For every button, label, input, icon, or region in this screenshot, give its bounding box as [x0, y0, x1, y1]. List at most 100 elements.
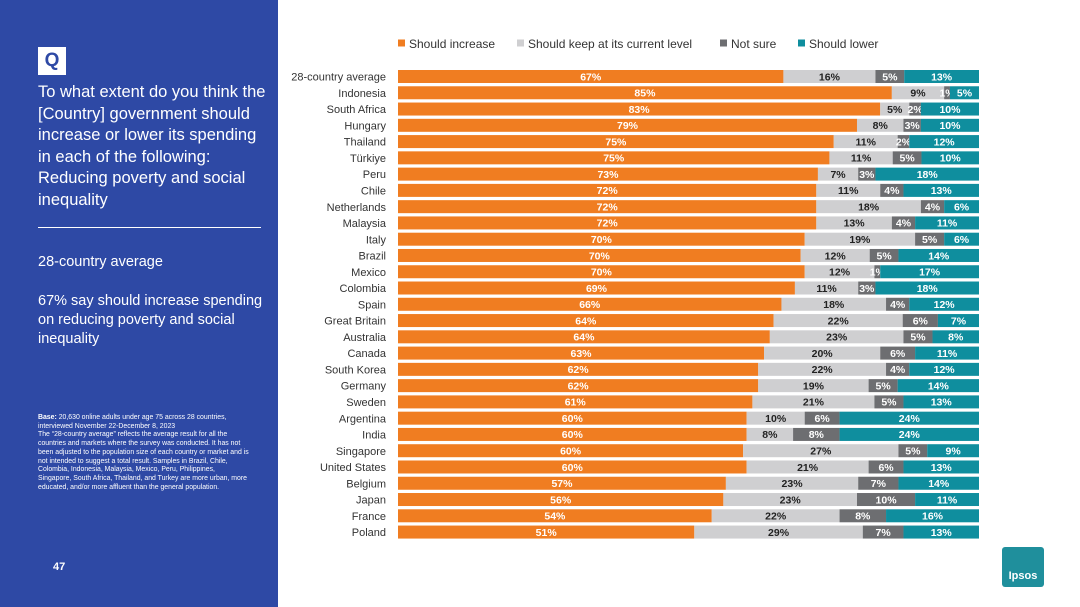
data-label-should-keep-at-its-current-level: 11%: [838, 185, 859, 197]
category-label: Canada: [347, 348, 386, 360]
data-label-not-sure: 3%: [859, 169, 875, 181]
bar-should-lower: [932, 330, 979, 344]
bar-not-sure: [880, 183, 904, 197]
data-label-should-increase: 57%: [551, 478, 573, 490]
bar-should-keep-at-its-current-level: [773, 314, 903, 328]
bar-should-lower: [909, 297, 979, 311]
bar-should-lower: [880, 265, 979, 279]
data-label-should-keep-at-its-current-level: 8%: [762, 429, 778, 441]
data-label-should-keep-at-its-current-level: 19%: [849, 234, 871, 246]
category-label: France: [352, 511, 386, 523]
category-label: Germany: [341, 381, 387, 393]
bar-should-keep-at-its-current-level: [804, 232, 916, 246]
data-label-should-keep-at-its-current-level: 23%: [782, 478, 804, 490]
bar-should-lower: [839, 427, 979, 441]
logo-text: Ipsos: [1008, 570, 1038, 582]
bar-should-keep-at-its-current-level: [804, 265, 875, 279]
data-label-should-keep-at-its-current-level: 23%: [780, 494, 802, 506]
bar-should-increase: [398, 151, 830, 165]
data-label-should-lower: 16%: [922, 511, 944, 523]
bar-should-lower: [875, 167, 979, 181]
bar-should-keep-at-its-current-level: [856, 118, 904, 132]
data-label-should-lower: 6%: [954, 234, 970, 246]
bar-should-increase: [398, 362, 759, 376]
category-label: Hungary: [344, 120, 386, 132]
ipsos-logo: Ipsos: [1002, 547, 1044, 587]
bar-should-increase: [398, 135, 834, 149]
bar-should-lower: [839, 411, 979, 425]
bar-should-increase: [398, 525, 695, 539]
bar-not-sure: [858, 167, 876, 181]
bar-not-sure: [874, 265, 881, 279]
bar-should-keep-at-its-current-level: [769, 330, 904, 344]
bar-should-keep-at-its-current-level: [880, 102, 910, 116]
category-label: Singapore: [336, 446, 386, 458]
data-label-should-keep-at-its-current-level: 12%: [829, 267, 851, 279]
bar-should-keep-at-its-current-level: [758, 362, 887, 376]
data-label-should-lower: 13%: [931, 397, 953, 409]
bar-not-sure: [839, 509, 887, 523]
bar-should-increase: [398, 460, 747, 474]
data-label-not-sure: 2%: [896, 136, 912, 148]
bar-should-keep-at-its-current-level: [817, 167, 859, 181]
bar-should-increase: [398, 183, 817, 197]
data-label-should-increase: 79%: [617, 120, 639, 132]
bar-should-keep-at-its-current-level: [891, 86, 945, 100]
legend-label-should-increase: Should increase: [409, 37, 495, 51]
bar-should-keep-at-its-current-level: [816, 200, 921, 214]
category-label: South Africa: [327, 104, 387, 116]
bar-should-keep-at-its-current-level: [764, 346, 881, 360]
bar-should-increase: [398, 281, 795, 295]
data-label-should-keep-at-its-current-level: 11%: [816, 283, 837, 295]
bar-should-increase: [398, 216, 817, 230]
data-label-not-sure: 5%: [881, 397, 897, 409]
bar-should-lower: [944, 200, 979, 214]
bar-should-increase: [398, 248, 801, 262]
bar-should-lower: [915, 493, 979, 507]
data-label-should-lower: 18%: [917, 169, 939, 181]
category-label: Malaysia: [343, 218, 387, 230]
data-label-not-sure: 7%: [876, 527, 892, 539]
data-label-should-keep-at-its-current-level: 27%: [810, 446, 832, 458]
base-label: Base:: [38, 414, 57, 421]
bar-should-increase: [398, 297, 782, 311]
data-label-should-lower: 12%: [934, 364, 956, 376]
data-label-not-sure: 5%: [876, 250, 892, 262]
bar-should-lower: [920, 118, 979, 132]
bar-should-keep-at-its-current-level: [746, 411, 805, 425]
bar-should-keep-at-its-current-level: [816, 183, 881, 197]
bar-should-increase: [398, 70, 784, 83]
data-label-should-lower: 11%: [937, 494, 958, 506]
data-label-should-lower: 14%: [928, 380, 950, 392]
bar-should-keep-at-its-current-level: [723, 493, 857, 507]
category-label: Chile: [361, 185, 386, 197]
data-label-should-lower: 10%: [940, 153, 962, 165]
bar-not-sure: [886, 362, 910, 376]
bar-should-lower: [915, 216, 979, 230]
category-label: Netherlands: [327, 202, 387, 214]
data-label-should-keep-at-its-current-level: 22%: [765, 511, 787, 523]
category-label: Australia: [343, 332, 387, 344]
page-number: 47: [53, 561, 66, 573]
bar-should-increase: [398, 314, 774, 328]
data-label-should-keep-at-its-current-level: 18%: [858, 201, 880, 213]
data-label-should-increase: 85%: [634, 88, 656, 100]
bar-should-lower: [921, 151, 979, 165]
legend-label-should-keep-at-its-current-level: Should keep at its current level: [528, 37, 692, 51]
data-label-should-increase: 64%: [575, 315, 597, 327]
data-label-not-sure: 8%: [855, 511, 871, 523]
base-note: Base: 20,630 online adults under age 75 …: [38, 414, 250, 492]
data-label-should-keep-at-its-current-level: 5%: [887, 104, 903, 116]
category-label: Peru: [363, 169, 386, 181]
bar-should-lower: [920, 102, 979, 116]
bar-should-keep-at-its-current-level: [781, 297, 887, 311]
data-label-should-lower: 10%: [939, 120, 961, 132]
category-label: Sweden: [346, 397, 386, 409]
data-label-should-increase: 75%: [605, 136, 627, 148]
data-label-should-lower: 12%: [934, 136, 956, 148]
bar-not-sure: [868, 460, 904, 474]
data-label-should-lower: 18%: [917, 283, 939, 295]
bar-not-sure: [793, 427, 840, 441]
bar-should-increase: [398, 509, 712, 523]
bar-should-lower: [875, 281, 979, 295]
